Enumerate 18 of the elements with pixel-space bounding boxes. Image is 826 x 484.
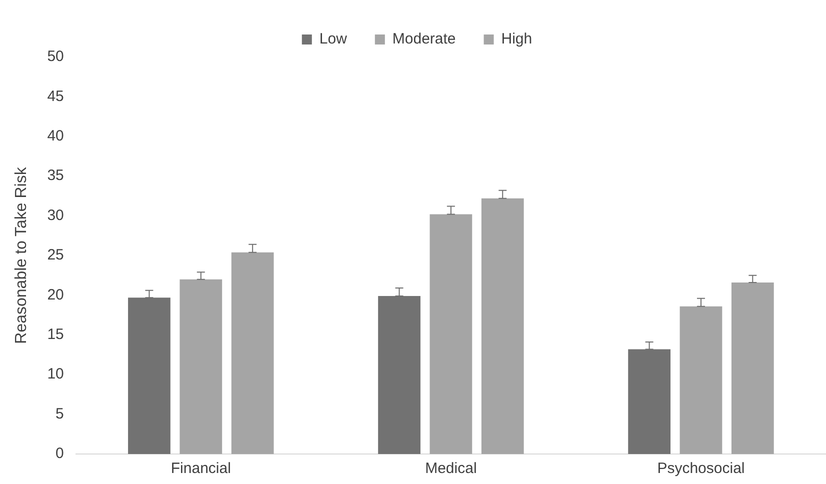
legend-label: High xyxy=(501,30,532,48)
y-tick-label: 45 xyxy=(47,88,64,105)
y-tick-label: 0 xyxy=(56,445,64,462)
y-tick-label: 35 xyxy=(47,167,64,184)
y-tick-label: 20 xyxy=(47,286,64,304)
y-tick-label: 15 xyxy=(47,326,64,344)
x-tick-label: Medical xyxy=(425,460,477,478)
legend-label: Moderate xyxy=(392,30,456,48)
y-tick-label: 50 xyxy=(47,48,64,66)
y-tick-label: 30 xyxy=(47,206,64,224)
x-tick-label: Psychosocial xyxy=(657,460,745,478)
x-tick-label: Financial xyxy=(170,460,231,478)
y-tick-label: 5 xyxy=(56,405,64,422)
legend-label: Low xyxy=(319,30,348,48)
y-tick-label: 40 xyxy=(47,128,64,145)
y-axis-title: Reasonable to Take Risk xyxy=(13,166,30,344)
y-tick-label: 25 xyxy=(47,246,64,264)
y-tick-label: 10 xyxy=(47,366,64,383)
